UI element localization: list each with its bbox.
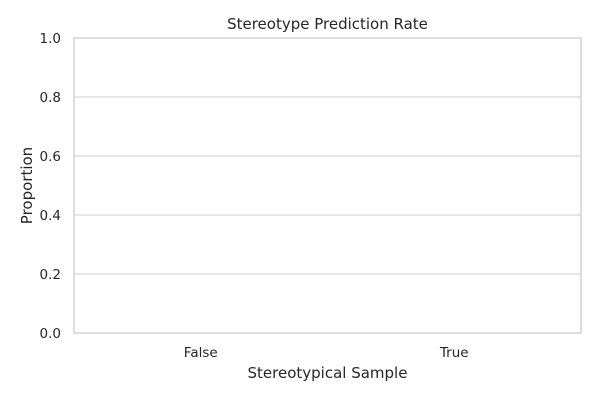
y-tick-label: 0.0: [40, 326, 61, 342]
y-tick-label: 1.0: [40, 31, 61, 47]
y-tick-label: 0.8: [40, 90, 61, 106]
x-tick-label: False: [184, 345, 218, 361]
plot-frame: [73, 37, 582, 334]
x-axis-label: Stereotypical Sample: [248, 364, 408, 382]
y-axis-label: Proportion: [18, 147, 36, 224]
x-tick-labels: False True: [184, 345, 469, 361]
y-tick-label: 0.6: [40, 149, 61, 165]
y-tick-labels: 0.0 0.2 0.4 0.6 0.8 1.0: [40, 31, 61, 342]
grid-lines: [74, 37, 581, 334]
x-tick-label: True: [439, 345, 469, 361]
chart-title: Stereotype Prediction Rate: [227, 15, 428, 33]
y-tick-label: 0.2: [40, 267, 61, 283]
y-tick-label: 0.4: [40, 208, 61, 224]
